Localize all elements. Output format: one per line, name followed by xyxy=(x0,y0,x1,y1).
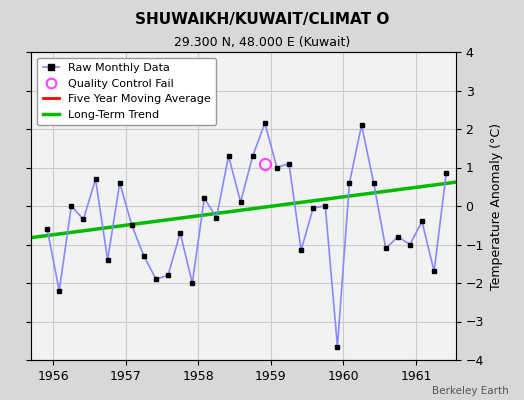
Legend: Raw Monthly Data, Quality Control Fail, Five Year Moving Average, Long-Term Tren: Raw Monthly Data, Quality Control Fail, … xyxy=(37,58,216,125)
Text: SHUWAIKH/KUWAIT/CLIMAT O: SHUWAIKH/KUWAIT/CLIMAT O xyxy=(135,12,389,27)
Y-axis label: Temperature Anomaly (°C): Temperature Anomaly (°C) xyxy=(489,122,503,290)
Text: 29.300 N, 48.000 E (Kuwait): 29.300 N, 48.000 E (Kuwait) xyxy=(174,36,350,49)
Text: Berkeley Earth: Berkeley Earth xyxy=(432,386,508,396)
